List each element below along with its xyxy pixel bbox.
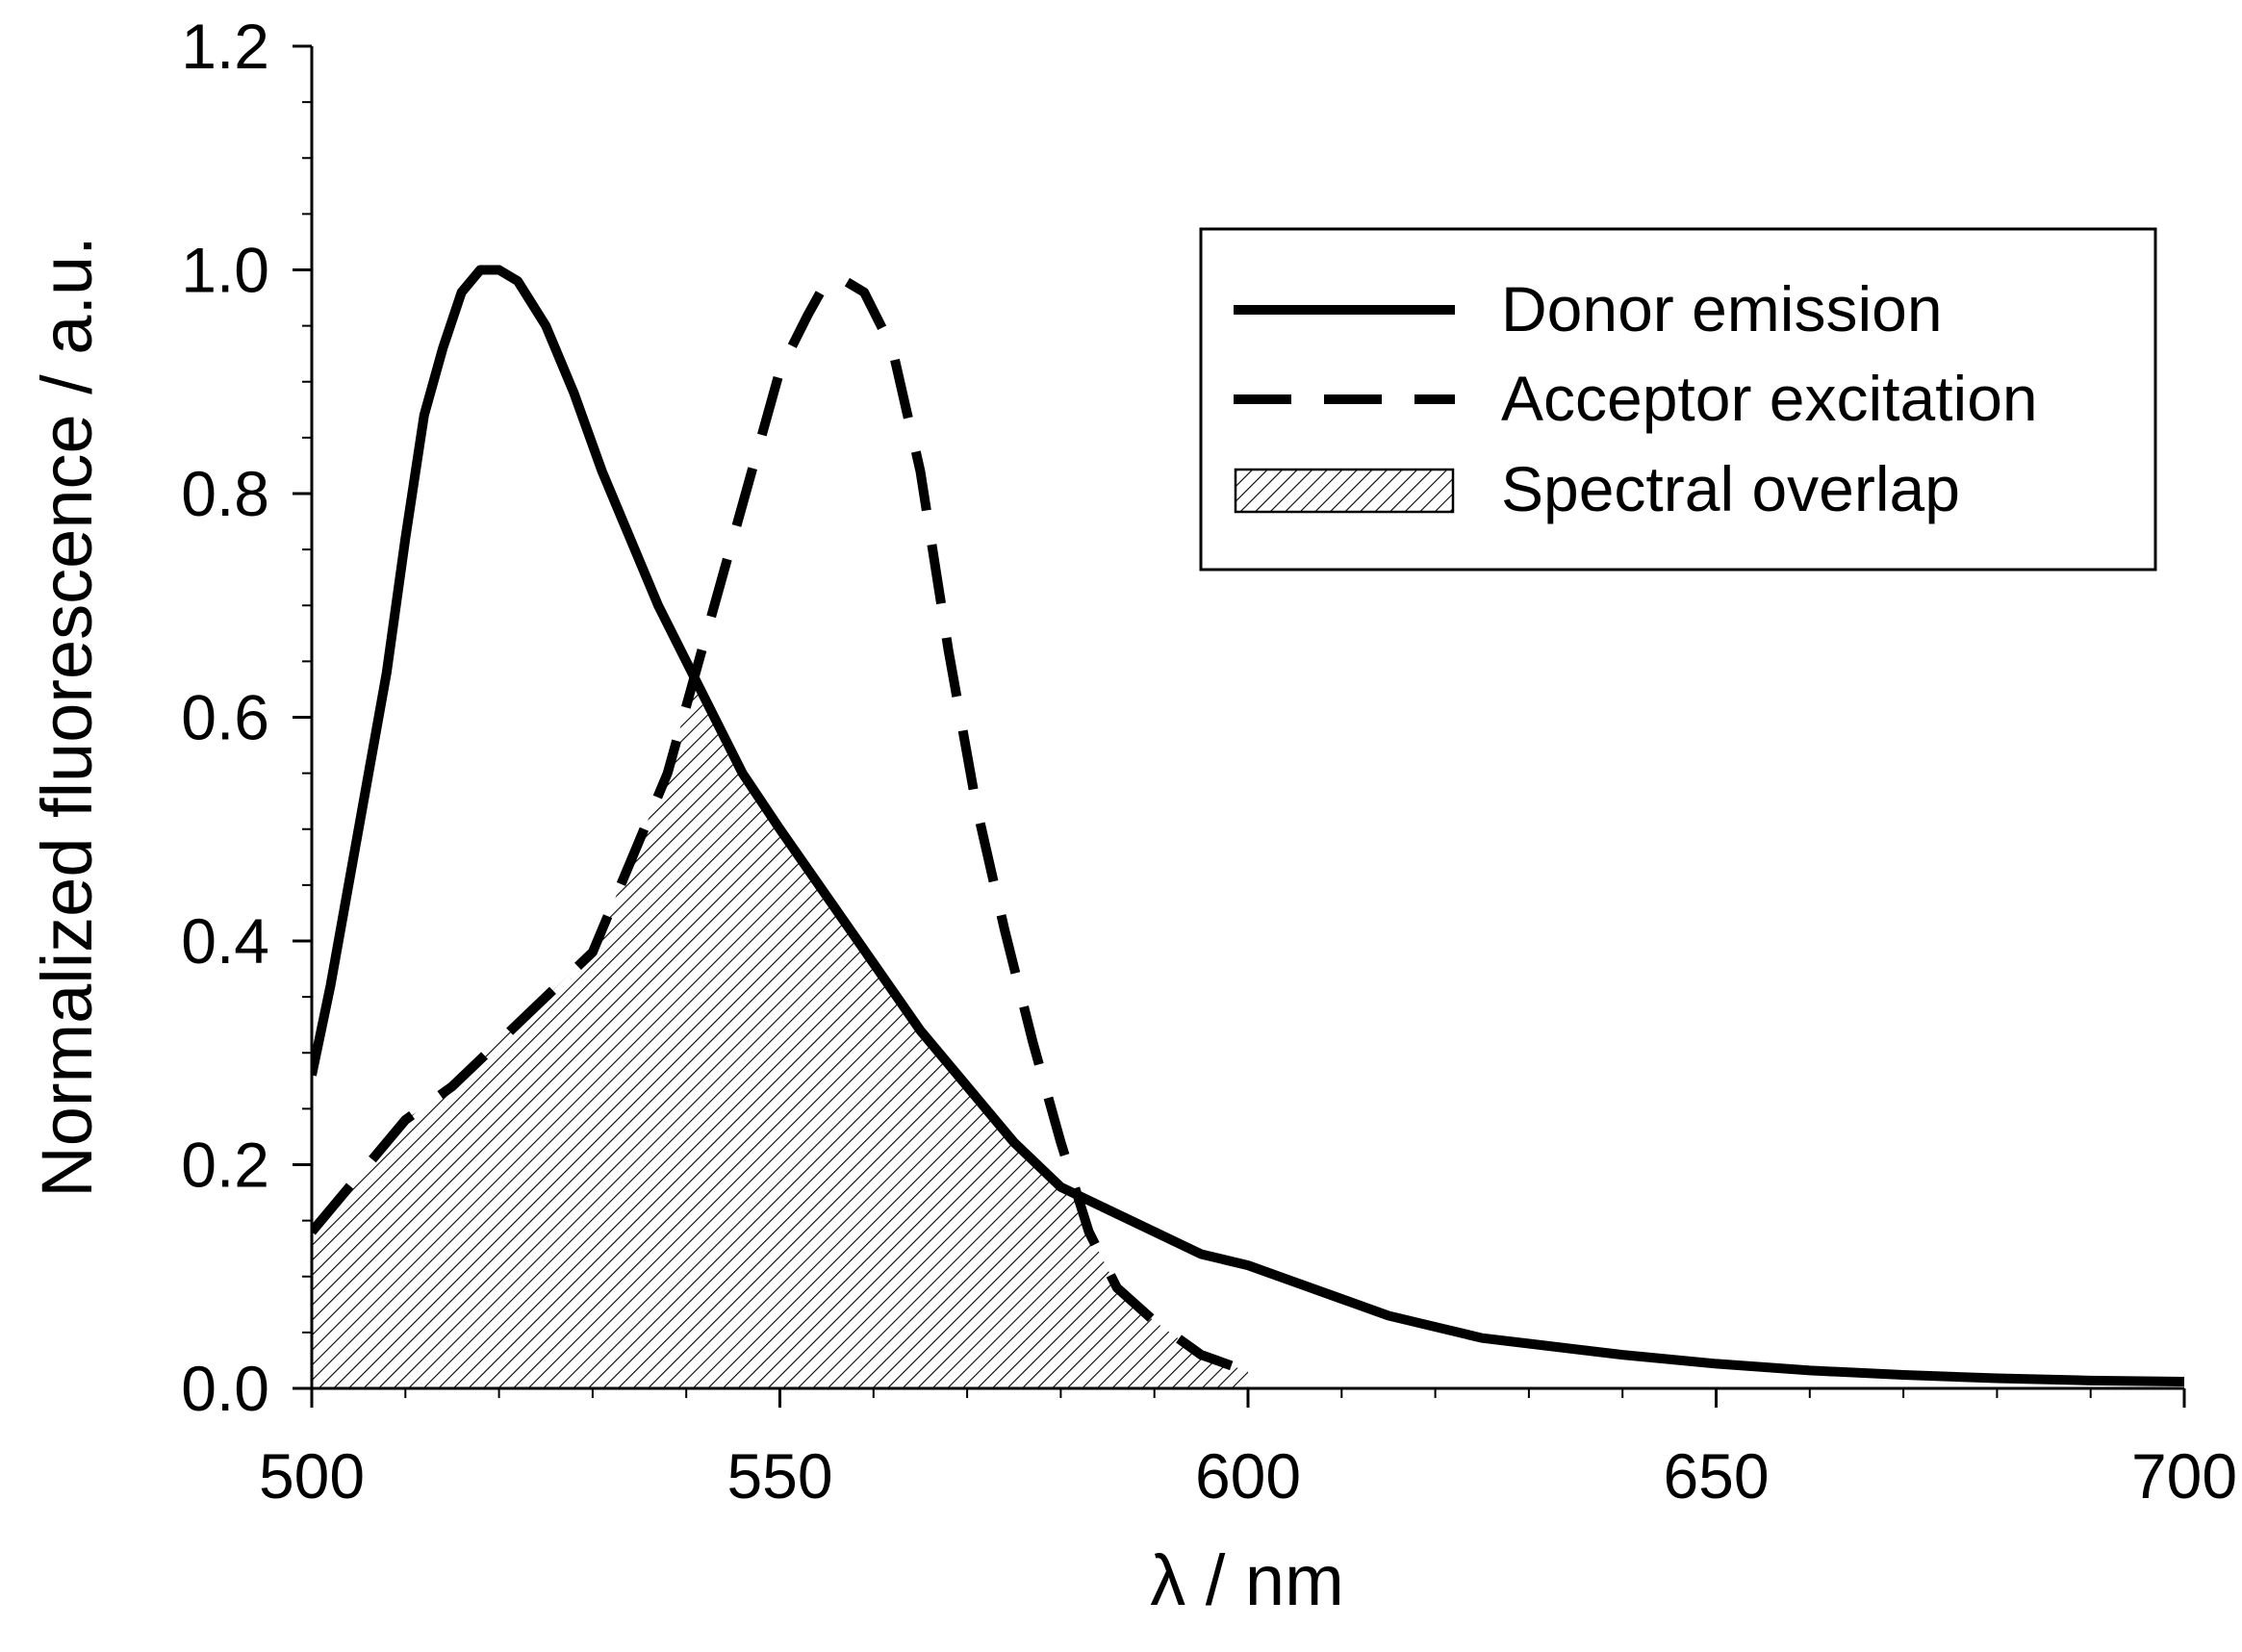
- x-tick-label: 600: [1195, 1440, 1301, 1512]
- acceptor-excitation-line: [312, 276, 1250, 1377]
- legend: Donor emission Acceptor excitation Spect…: [1199, 227, 2157, 572]
- donor-emission-line: [312, 265, 2184, 1387]
- x-tick-label: 550: [726, 1440, 832, 1512]
- legend-label-acceptor: Acceptor excitation: [1501, 363, 2038, 434]
- ticks-layer: 500 550 600 650 700 0.0 0.2 0.4 0.6 0.8 1.0 1.2: [181, 11, 2237, 1512]
- spectral-overlap-area: [312, 679, 1248, 1388]
- x-tick-label: 650: [1663, 1440, 1769, 1512]
- overlap-layer: [312, 679, 1248, 1388]
- y-tick-label: 0.2: [181, 1130, 269, 1201]
- series-layer: [312, 265, 2184, 1387]
- y-tick-label: 0.6: [181, 682, 269, 753]
- y-tick-label: 1.0: [181, 235, 269, 306]
- legend-label-donor: Donor emission: [1501, 273, 1943, 344]
- x-tick-label: 500: [259, 1440, 365, 1512]
- y-tick-label: 0.8: [181, 458, 269, 529]
- legend-swatch-overlap: [1234, 468, 1455, 514]
- y-tick-label: 1.2: [181, 11, 269, 82]
- x-axis-title: λ / nm: [1150, 1540, 1343, 1620]
- y-tick-label: 0.0: [181, 1353, 269, 1424]
- x-tick-label: 700: [2131, 1440, 2237, 1512]
- y-tick-label: 0.4: [181, 905, 269, 977]
- legend-label-overlap: Spectral overlap: [1501, 453, 1960, 524]
- y-axis-title: Normalized fluorescence / a.u.: [27, 236, 107, 1197]
